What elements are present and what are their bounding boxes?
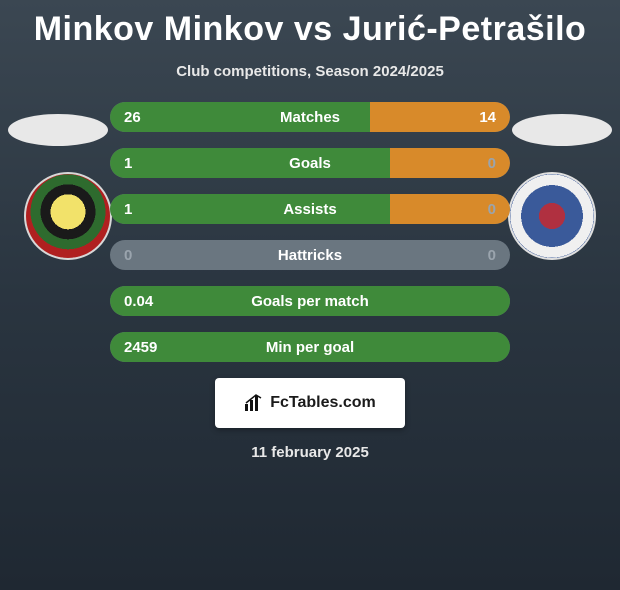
stats-list: 26Matches141Goals01Assists00Hattricks00.… xyxy=(110,102,510,362)
stat-label: Hattricks xyxy=(110,247,510,264)
page-title: Minkov Minkov vs Jurić-Petrašilo xyxy=(0,10,620,49)
stat-row: 0Hattricks0 xyxy=(110,240,510,270)
club-badge-right xyxy=(508,172,596,260)
stat-row: 1Assists0 xyxy=(110,194,510,224)
club-badge-left xyxy=(24,172,112,260)
stat-row: 2459Min per goal xyxy=(110,332,510,362)
chart-icon xyxy=(244,394,264,412)
footer-date: 11 february 2025 xyxy=(0,444,620,461)
stat-value-right: 14 xyxy=(479,109,496,126)
stat-row: 26Matches14 xyxy=(110,102,510,132)
stat-value-right: 0 xyxy=(488,247,496,264)
stat-label: Matches xyxy=(110,109,510,126)
stat-label: Goals per match xyxy=(110,293,510,310)
stat-label: Min per goal xyxy=(110,339,510,356)
stat-value-right: 0 xyxy=(488,201,496,218)
stat-value-right: 0 xyxy=(488,155,496,172)
page-subtitle: Club competitions, Season 2024/2025 xyxy=(0,63,620,80)
stat-row: 0.04Goals per match xyxy=(110,286,510,316)
stat-label: Assists xyxy=(110,201,510,218)
flag-right xyxy=(512,114,612,146)
branding-text: FcTables.com xyxy=(270,394,376,412)
stat-label: Goals xyxy=(110,155,510,172)
flag-left xyxy=(8,114,108,146)
comparison-panel: 26Matches141Goals01Assists00Hattricks00.… xyxy=(0,102,620,362)
branding-badge[interactable]: FcTables.com xyxy=(215,378,405,428)
stat-row: 1Goals0 xyxy=(110,148,510,178)
